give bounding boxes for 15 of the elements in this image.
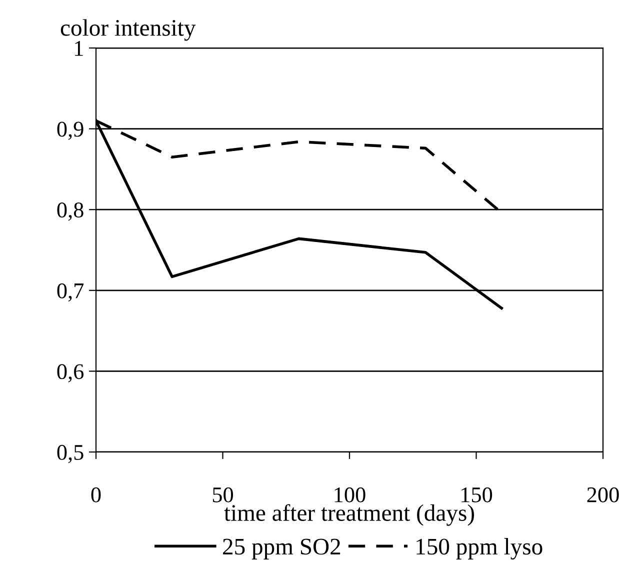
y-tick-label: 0,5 (57, 444, 84, 464)
x-tick-label: 0 (91, 487, 101, 502)
x-tick-label: 50 (212, 487, 234, 502)
y-tick-label: 0,6 (57, 364, 84, 382)
y-axis-title: color intensity (60, 19, 196, 41)
y-tick-label: 0,9 (57, 122, 84, 140)
x-tick-label: 150 (462, 487, 492, 502)
x-tick-label: 100 (334, 487, 366, 502)
y-tick-label: 0,8 (57, 202, 84, 221)
x-axis-title: time after treatment (days) (224, 504, 474, 526)
legend-label: 150 ppm lyso (416, 538, 542, 560)
y-tick-label: 0,7 (57, 283, 84, 302)
x-tick-label: 200 (587, 487, 619, 502)
legend-label: 25 ppm SO2 (223, 538, 340, 560)
y-tick-label: 1 (75, 41, 83, 56)
